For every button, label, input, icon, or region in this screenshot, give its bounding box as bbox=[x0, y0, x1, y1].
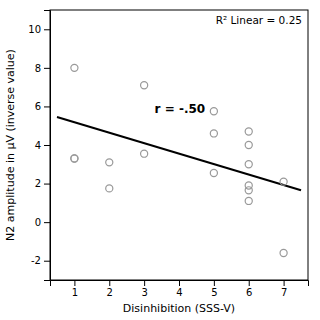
tick-label: 5 bbox=[211, 287, 217, 298]
tick-label: -2 bbox=[31, 255, 41, 266]
tick-label: 0 bbox=[35, 217, 41, 228]
tick-mark bbox=[249, 280, 250, 286]
tick-mark bbox=[44, 68, 50, 69]
tick: 10 bbox=[28, 24, 50, 35]
tick: 5 bbox=[211, 280, 217, 298]
regression-line bbox=[57, 117, 301, 190]
y-axis: -2 0 2 4 6 8 10 bbox=[28, 11, 50, 281]
tick-label: 2 bbox=[107, 287, 113, 298]
point bbox=[245, 197, 252, 204]
tick: 4 bbox=[35, 140, 50, 151]
point bbox=[71, 155, 78, 162]
tick-label: 2 bbox=[35, 178, 41, 189]
x-axis-title: Disinhibition (SSS-V) bbox=[123, 302, 235, 315]
plot: 1 2 3 4 5 6 7 -2 0 2 4 6 8 10 r = -.50 R² Linear = 0.25 bbox=[28, 10, 308, 298]
tick-label: 6 bbox=[246, 287, 252, 298]
point bbox=[71, 64, 78, 71]
tick-mark bbox=[44, 29, 50, 30]
tick: 2 bbox=[35, 178, 50, 189]
tick: 8 bbox=[35, 63, 50, 74]
tick-label: 3 bbox=[141, 287, 147, 298]
point bbox=[280, 249, 287, 256]
point bbox=[245, 161, 252, 168]
point bbox=[245, 128, 252, 135]
tick-label: 1 bbox=[72, 287, 78, 298]
point bbox=[280, 178, 287, 185]
point bbox=[210, 108, 217, 115]
tick-mark bbox=[44, 106, 50, 107]
tick-mark bbox=[144, 280, 145, 286]
point bbox=[141, 150, 148, 157]
tick-mark bbox=[284, 280, 285, 286]
point bbox=[106, 185, 113, 192]
tick-label: 4 bbox=[35, 140, 41, 151]
x-axis: 1 2 3 4 5 6 7 bbox=[51, 280, 309, 298]
tick: 3 bbox=[141, 280, 147, 298]
chart: 1 2 3 4 5 6 7 -2 0 2 4 6 8 10 r = -.50 R² Linear = 0.25… bbox=[0, 0, 320, 320]
tick-label: 10 bbox=[28, 24, 41, 35]
tick-mark bbox=[44, 145, 50, 146]
tick-mark bbox=[44, 222, 50, 223]
tick: 4 bbox=[176, 280, 182, 298]
point bbox=[210, 169, 217, 176]
tick: 7 bbox=[281, 280, 287, 298]
tick-mark bbox=[109, 280, 110, 286]
tick: 0 bbox=[35, 217, 50, 228]
tick-label: 8 bbox=[35, 63, 41, 74]
tick-mark bbox=[179, 280, 180, 286]
tick: 1 bbox=[72, 280, 78, 298]
annotation: R² Linear = 0.25 bbox=[216, 14, 302, 26]
point bbox=[245, 187, 252, 194]
point bbox=[245, 141, 252, 148]
tick-label: 6 bbox=[35, 101, 41, 112]
annotation: r = -.50 bbox=[155, 102, 206, 116]
annotations: r = -.50 R² Linear = 0.25 bbox=[155, 14, 302, 115]
tick: 2 bbox=[107, 280, 113, 298]
point bbox=[141, 82, 148, 89]
plot-frame bbox=[50, 10, 308, 280]
tick-mark bbox=[214, 280, 215, 286]
point bbox=[210, 130, 217, 137]
tick-label: 4 bbox=[176, 287, 182, 298]
tick-label: 7 bbox=[281, 287, 287, 298]
tick-mark bbox=[74, 280, 75, 286]
point bbox=[106, 159, 113, 166]
marks bbox=[57, 64, 301, 256]
tick-mark bbox=[44, 184, 50, 185]
tick-mark bbox=[44, 261, 50, 262]
axis-line bbox=[51, 281, 309, 287]
point bbox=[71, 155, 78, 162]
tick: 6 bbox=[35, 101, 50, 112]
tick: -2 bbox=[31, 255, 50, 266]
y-axis-title: N2 amplitude in μV (inverse value) bbox=[4, 49, 17, 241]
tick: 6 bbox=[246, 280, 252, 298]
